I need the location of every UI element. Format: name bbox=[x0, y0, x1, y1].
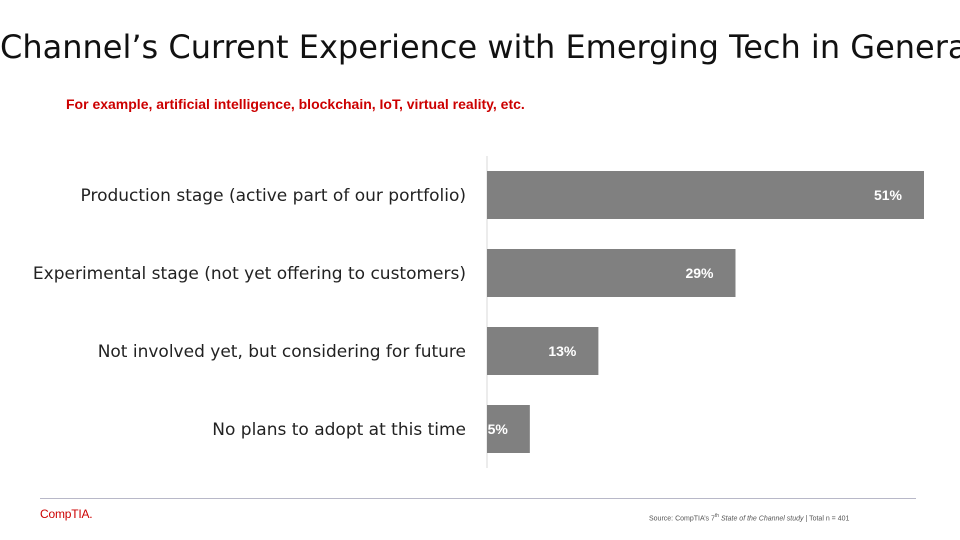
bar bbox=[487, 405, 530, 453]
category-label: Production stage (active part of our por… bbox=[81, 186, 467, 206]
footer-divider bbox=[40, 498, 916, 499]
bar bbox=[487, 327, 599, 375]
category-label: Not involved yet, but considering for fu… bbox=[98, 342, 466, 362]
source-prefix: Source: CompTIA’s 7 bbox=[649, 515, 715, 523]
bar-value-label: 29% bbox=[685, 265, 714, 281]
bar-value-label: 13% bbox=[548, 343, 577, 359]
chart-subtitle: For example, artificial intelligence, bl… bbox=[66, 96, 525, 112]
bar bbox=[487, 249, 736, 297]
source-study-name: State of the Channel study bbox=[721, 515, 804, 523]
source-note: Source: CompTIA’s 7th State of the Chann… bbox=[649, 513, 849, 522]
bar bbox=[487, 171, 924, 219]
chart-title: Channel’s Current Experience with Emergi… bbox=[0, 28, 960, 66]
bar-value-label: 5% bbox=[488, 421, 509, 437]
bar-value-label: 51% bbox=[874, 187, 903, 203]
source-suffix: | Total n = 401 bbox=[803, 515, 850, 523]
category-label: No plans to adopt at this time bbox=[212, 420, 466, 440]
source-superscript: th bbox=[714, 513, 720, 519]
category-label: Experimental stage (not yet offering to … bbox=[33, 264, 466, 284]
comptia-logo: CompTIA. bbox=[40, 507, 93, 521]
